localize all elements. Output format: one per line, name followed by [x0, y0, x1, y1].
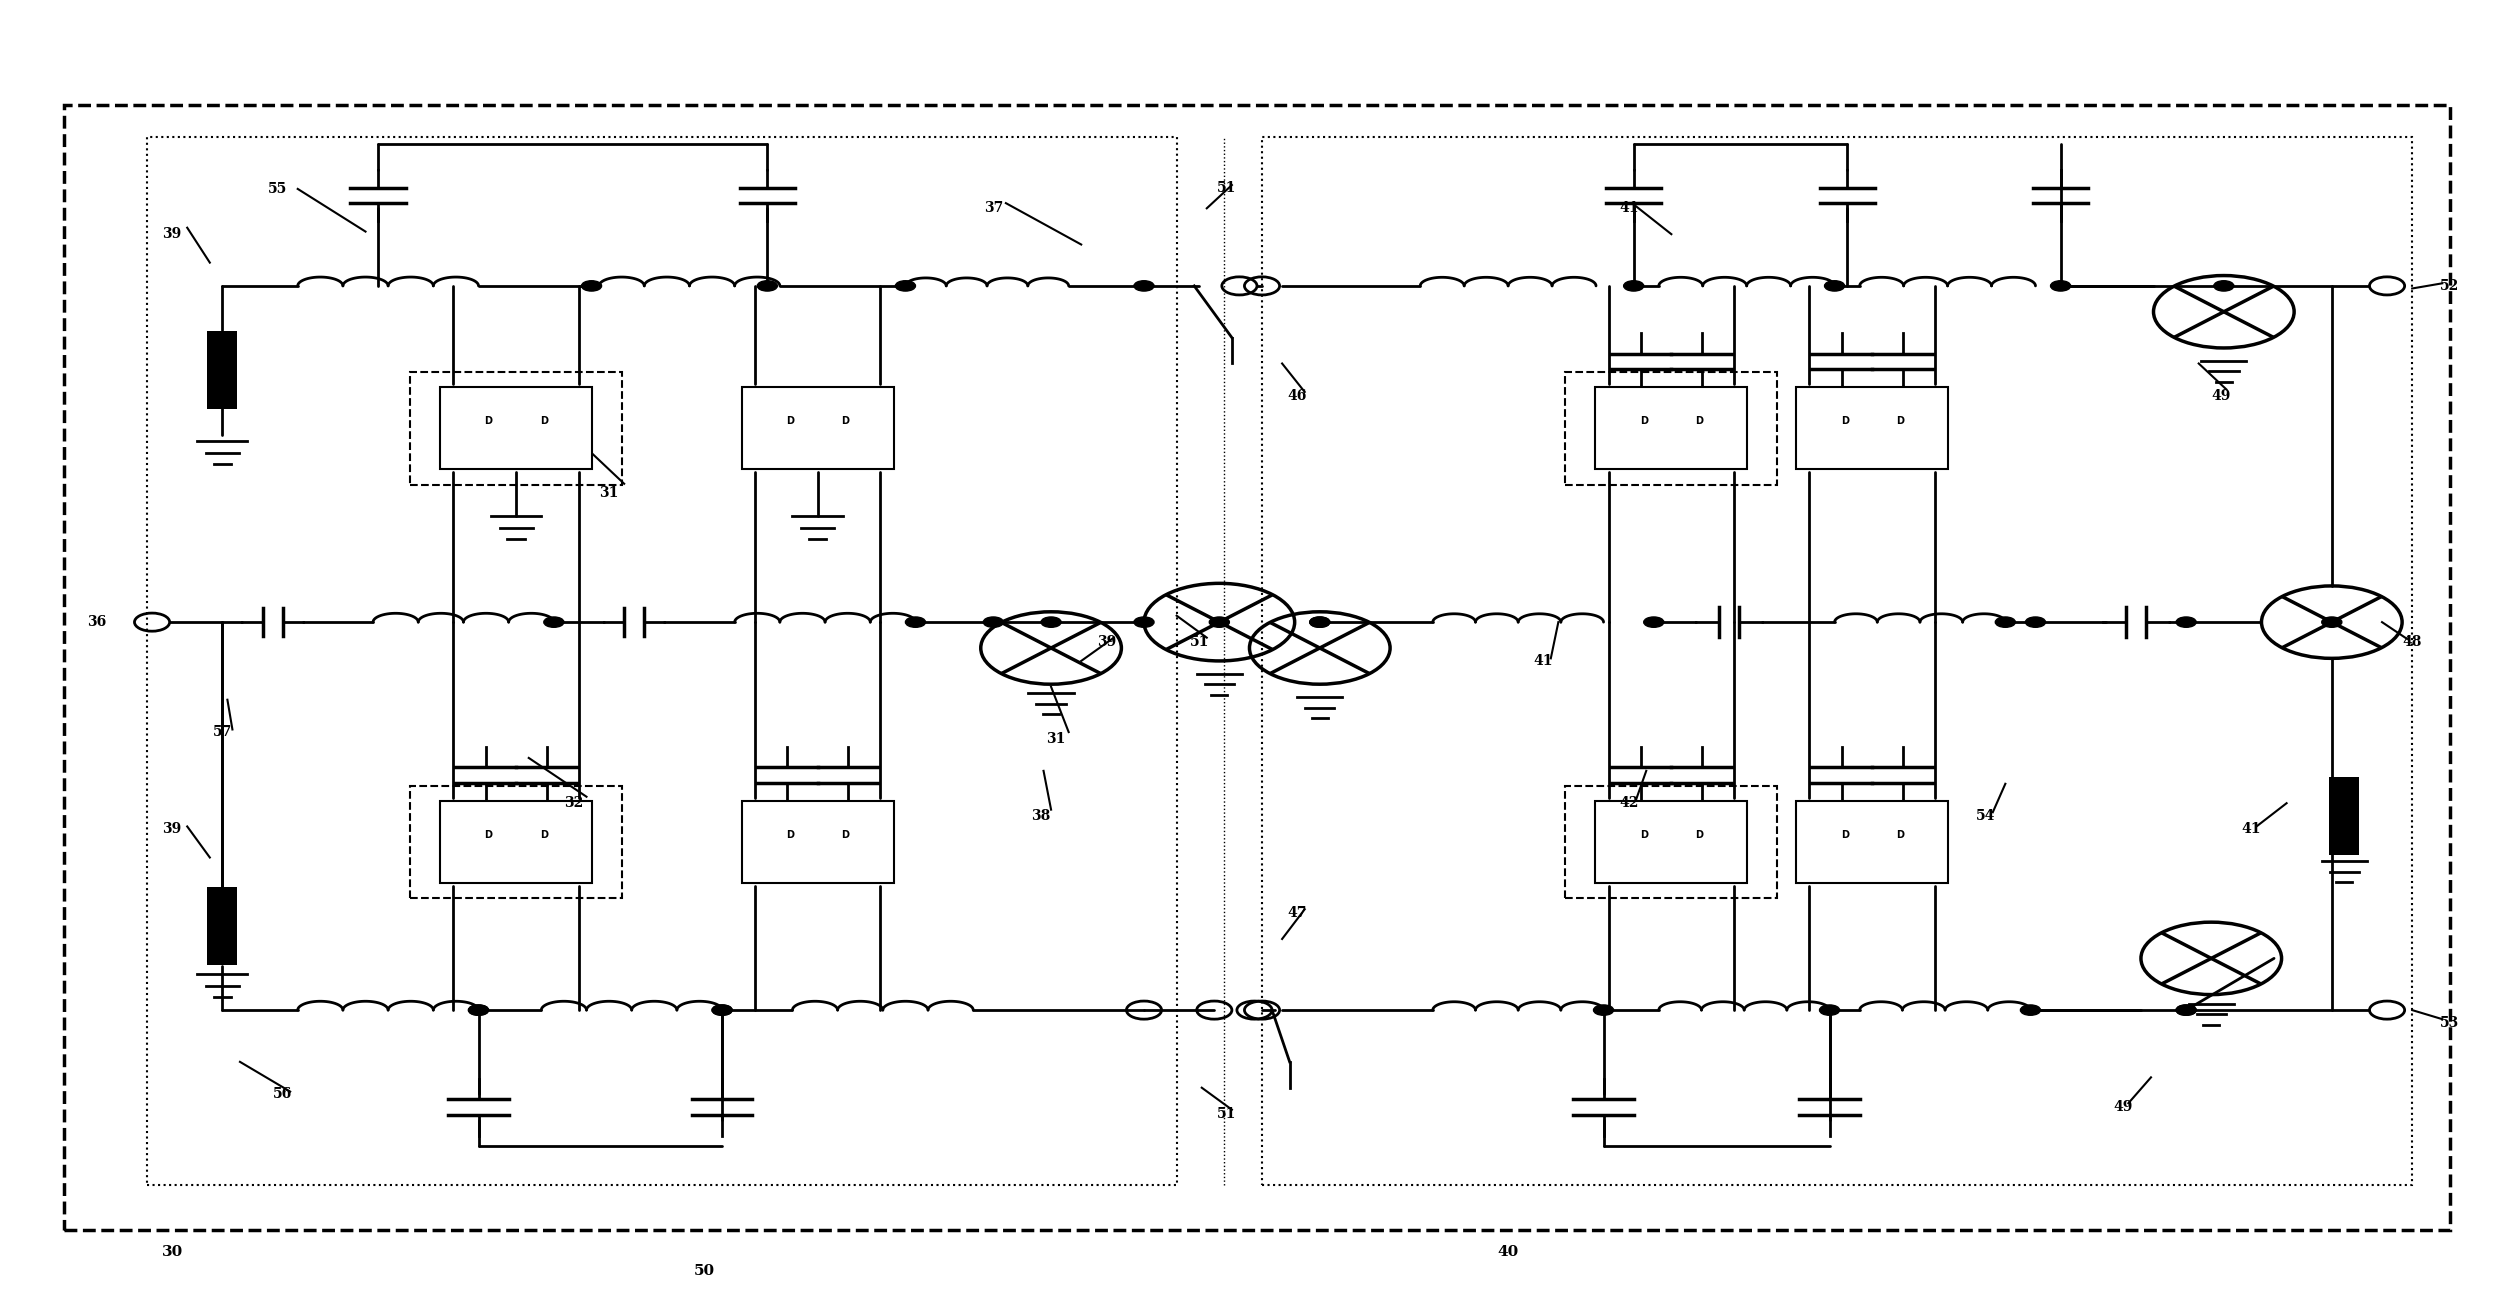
Circle shape — [1820, 1004, 1840, 1015]
Text: D: D — [1896, 416, 1903, 425]
Bar — [2330, 778, 2361, 855]
Bar — [440, 388, 593, 469]
Text: 40: 40 — [1498, 1245, 1518, 1258]
Circle shape — [757, 281, 777, 292]
Bar — [1798, 388, 1948, 469]
Text: 51: 51 — [1189, 635, 1209, 648]
Circle shape — [1310, 617, 1330, 627]
Text: D: D — [1639, 829, 1647, 840]
Text: 36: 36 — [88, 616, 106, 629]
Circle shape — [1644, 617, 1664, 627]
Circle shape — [2215, 281, 2235, 292]
Circle shape — [1209, 617, 1229, 627]
Circle shape — [543, 617, 563, 627]
Text: 57: 57 — [214, 724, 231, 739]
Circle shape — [1134, 617, 1154, 627]
Text: D: D — [1639, 416, 1647, 425]
Circle shape — [468, 1004, 488, 1015]
Text: 55: 55 — [269, 181, 287, 196]
Bar — [410, 372, 623, 485]
Text: 31: 31 — [1046, 731, 1066, 745]
Text: 49: 49 — [2114, 1100, 2132, 1115]
Text: 46: 46 — [1287, 389, 1307, 403]
Circle shape — [1996, 617, 2016, 627]
Text: 39: 39 — [1096, 635, 1116, 648]
Text: 50: 50 — [694, 1265, 714, 1278]
Text: 51: 51 — [1217, 1107, 1237, 1121]
Text: D: D — [842, 829, 850, 840]
Bar — [742, 388, 892, 469]
Circle shape — [1134, 281, 1154, 292]
Circle shape — [1624, 281, 1644, 292]
Circle shape — [2323, 617, 2343, 627]
Bar — [1566, 785, 1777, 898]
Circle shape — [711, 1004, 732, 1015]
Text: D: D — [787, 829, 794, 840]
Circle shape — [2026, 617, 2046, 627]
Circle shape — [1041, 617, 1061, 627]
Text: 48: 48 — [2403, 635, 2421, 648]
Text: 37: 37 — [983, 201, 1003, 215]
Text: D: D — [787, 416, 794, 425]
Circle shape — [905, 617, 925, 627]
Text: 39: 39 — [163, 822, 181, 836]
Bar — [1262, 137, 2411, 1185]
Circle shape — [983, 617, 1003, 627]
Text: D: D — [842, 416, 850, 425]
Text: D: D — [1694, 829, 1702, 840]
Text: D: D — [541, 829, 548, 840]
Text: D: D — [1840, 829, 1848, 840]
Text: 41: 41 — [2242, 822, 2260, 836]
Bar — [742, 801, 892, 883]
Text: 41: 41 — [1534, 654, 1554, 667]
Text: 53: 53 — [2441, 1016, 2459, 1030]
Text: D: D — [541, 416, 548, 425]
Circle shape — [711, 1004, 732, 1015]
Text: 56: 56 — [274, 1087, 292, 1102]
Text: D: D — [1840, 416, 1848, 425]
Bar — [1596, 801, 1747, 883]
Text: 52: 52 — [2441, 279, 2459, 293]
Text: 41: 41 — [1619, 201, 1639, 215]
Text: D: D — [485, 416, 493, 425]
Circle shape — [1825, 281, 1845, 292]
Bar — [206, 332, 236, 408]
Circle shape — [2177, 617, 2197, 627]
Text: D: D — [1896, 829, 1903, 840]
Circle shape — [468, 1004, 488, 1015]
Bar — [1596, 388, 1747, 469]
Circle shape — [2021, 1004, 2041, 1015]
Text: 32: 32 — [563, 796, 583, 810]
Bar — [146, 137, 1177, 1185]
Circle shape — [2051, 281, 2072, 292]
Bar — [410, 785, 623, 898]
Bar — [206, 888, 236, 964]
Text: 30: 30 — [161, 1245, 184, 1258]
Circle shape — [581, 281, 601, 292]
Text: D: D — [1694, 416, 1702, 425]
Circle shape — [2177, 1004, 2197, 1015]
Text: 54: 54 — [1976, 809, 1996, 823]
Circle shape — [1594, 1004, 1614, 1015]
Circle shape — [1310, 617, 1330, 627]
Text: 47: 47 — [1287, 906, 1307, 920]
Bar — [1566, 372, 1777, 485]
Circle shape — [895, 281, 915, 292]
Text: 39: 39 — [163, 227, 181, 241]
Bar — [1798, 801, 1948, 883]
Text: 42: 42 — [1619, 796, 1639, 810]
Text: D: D — [485, 829, 493, 840]
Text: 31: 31 — [598, 486, 618, 500]
Bar — [440, 801, 593, 883]
Text: 49: 49 — [2212, 389, 2230, 403]
Bar — [65, 105, 2449, 1230]
Text: 38: 38 — [1031, 809, 1051, 823]
Circle shape — [2177, 1004, 2197, 1015]
Text: 51: 51 — [1217, 180, 1237, 194]
